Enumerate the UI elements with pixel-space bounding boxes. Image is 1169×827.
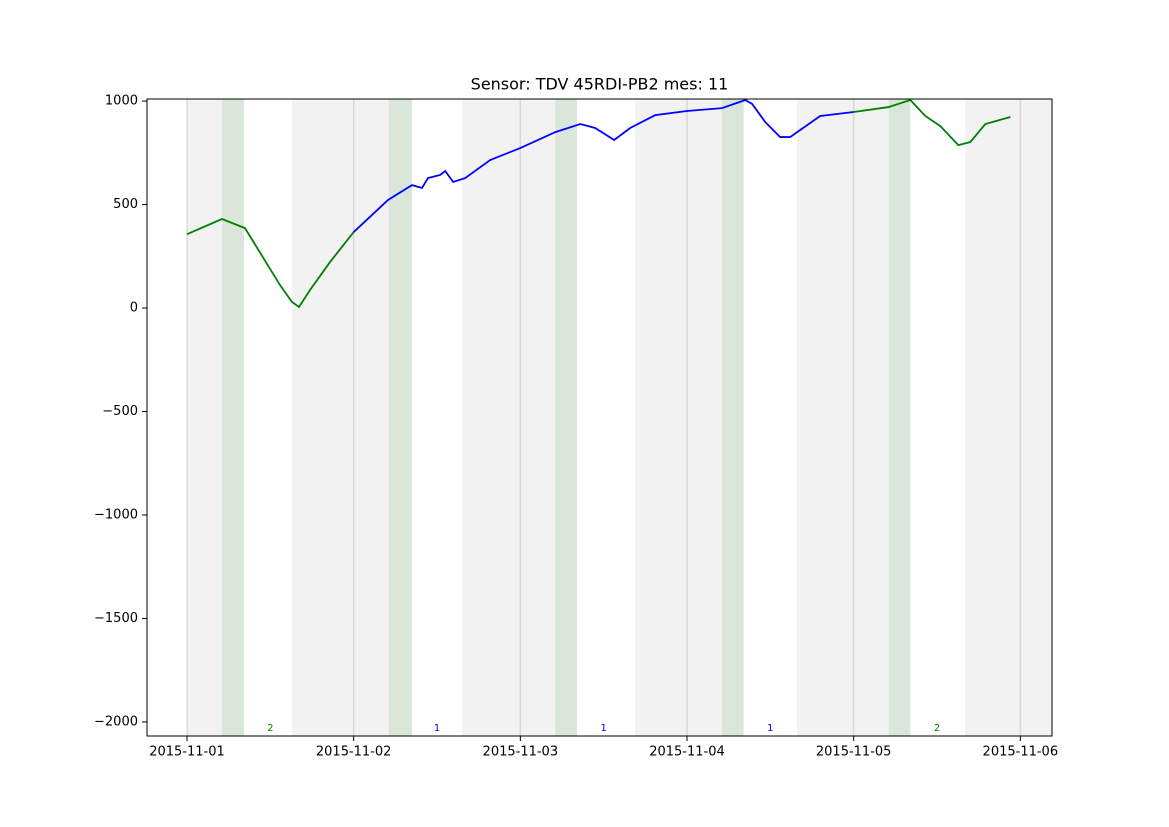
x-tick-label: 2015-11-02 [316, 745, 392, 760]
data-line [853, 98, 1011, 147]
annotation: 2 [934, 723, 940, 734]
y-tick-label: 1000 [105, 94, 138, 109]
y-tick-label: −1000 [94, 507, 138, 522]
shaded-span [797, 99, 911, 736]
data-line [353, 99, 854, 233]
shaded-span [462, 99, 577, 736]
chart-title: Sensor: TDV 45RDI-PB2 mes: 11 [471, 75, 729, 94]
shaded-span [722, 99, 744, 736]
y-tick-label: 0 [130, 301, 138, 316]
y-tick-label: −1500 [94, 611, 138, 626]
shaded-span [888, 99, 911, 736]
x-tick-label: 2015-11-01 [149, 745, 225, 760]
x-tick-label: 2015-11-04 [649, 745, 725, 760]
shaded-span [388, 99, 412, 736]
x-tick-label: 2015-11-05 [816, 745, 892, 760]
x-tick-label: 2015-11-06 [983, 745, 1059, 760]
shaded-span [555, 99, 577, 736]
shaded-span [222, 99, 244, 736]
y-tick-label: 500 [113, 197, 138, 212]
data-line [186, 218, 355, 309]
axes-frame [146, 98, 1053, 737]
annotation: 1 [767, 723, 773, 734]
x-tick-label: 2015-11-03 [483, 745, 559, 760]
y-tick-label: −2000 [94, 714, 138, 729]
annotation: 1 [434, 723, 440, 734]
shaded-span [292, 99, 412, 736]
shaded-span [635, 99, 744, 736]
shaded-span [187, 99, 244, 736]
shaded-span [965, 99, 1052, 736]
annotation: 1 [600, 723, 606, 734]
y-tick-label: −500 [102, 404, 138, 419]
annotation: 2 [267, 723, 273, 734]
